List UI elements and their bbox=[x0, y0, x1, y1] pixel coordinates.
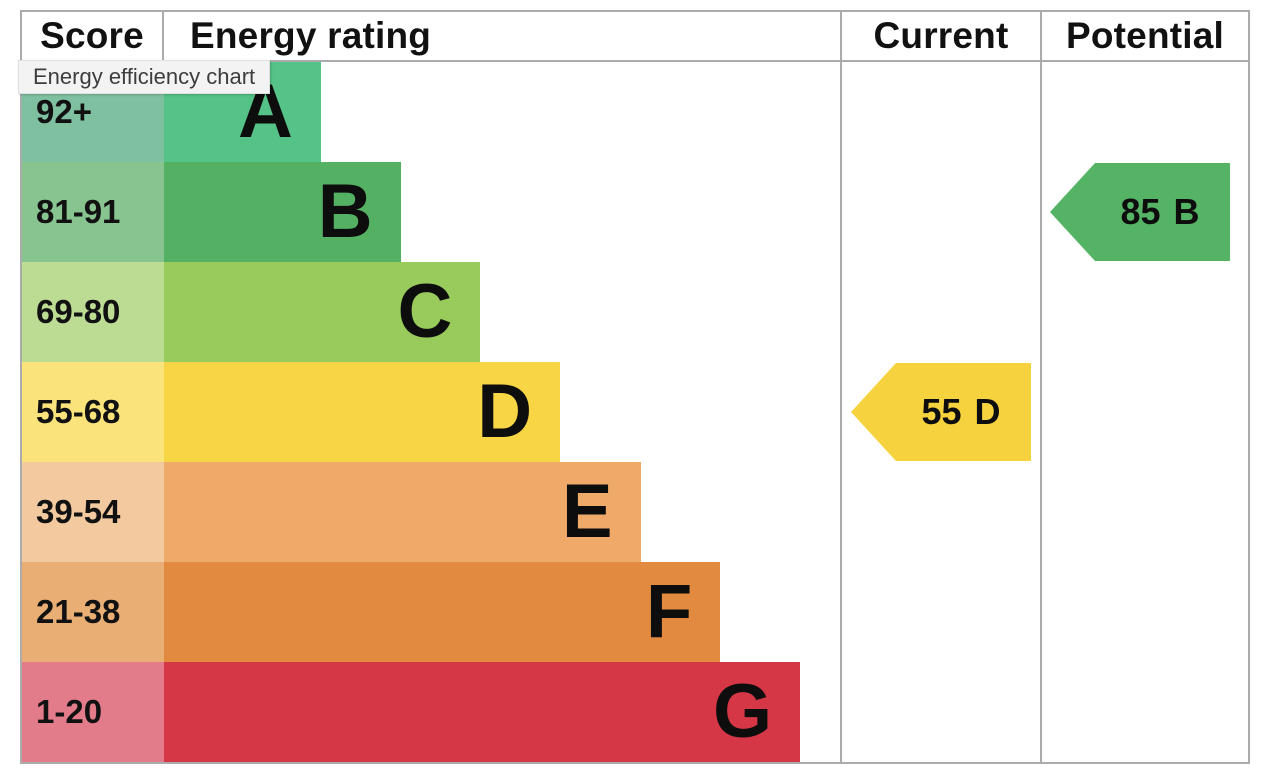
rating-bar-f: F bbox=[164, 562, 721, 662]
rating-letter: G bbox=[712, 669, 773, 754]
band-row-f: 21-38 F bbox=[22, 562, 840, 662]
score-cell: 21-38 bbox=[22, 562, 164, 662]
score-cell: 1-20 bbox=[22, 662, 164, 762]
score-cell: 39-54 bbox=[22, 462, 164, 562]
header-energy-rating: Energy rating bbox=[164, 12, 842, 62]
rating-letter: C bbox=[397, 269, 453, 354]
rating-bar-d: D bbox=[164, 362, 561, 462]
score-cell: 69-80 bbox=[22, 262, 164, 362]
rating-bar-b: B bbox=[164, 162, 401, 262]
score-cell: 81-91 bbox=[22, 162, 164, 262]
band-row-g: 1-20 G bbox=[22, 662, 840, 762]
current-score-value: 55 bbox=[921, 391, 962, 432]
score-cell: 55-68 bbox=[22, 362, 164, 462]
rating-bar-c: C bbox=[164, 262, 481, 362]
rating-letter: D bbox=[477, 369, 533, 454]
rating-bar-g: G bbox=[164, 662, 801, 762]
header-score: Score bbox=[22, 12, 164, 62]
rating-letter: E bbox=[561, 469, 613, 554]
potential-grade: B bbox=[1173, 191, 1200, 232]
rating-bar-e: E bbox=[164, 462, 641, 562]
potential-rating-arrow: 85 B bbox=[1050, 163, 1230, 261]
potential-column: 85 B bbox=[1042, 62, 1248, 762]
tooltip: Energy efficiency chart bbox=[18, 60, 271, 94]
band-row-e: 39-54 E bbox=[22, 462, 840, 562]
current-grade: D bbox=[974, 391, 1001, 432]
band-row-d: 55-68 D bbox=[22, 362, 840, 462]
header-potential: Potential bbox=[1042, 12, 1248, 62]
current-rating-arrow: 55 D bbox=[851, 363, 1031, 461]
rating-letter: F bbox=[645, 569, 693, 654]
epc-table: Score Energy rating Current Potential 92… bbox=[20, 10, 1250, 764]
potential-score-value: 85 bbox=[1120, 191, 1161, 232]
rating-bands: 92+ A 81-91 B 69-80 bbox=[22, 62, 842, 762]
header-current: Current bbox=[842, 12, 1042, 62]
band-row-c: 69-80 C bbox=[22, 262, 840, 362]
current-column: 55 D bbox=[842, 62, 1042, 762]
band-row-b: 81-91 B bbox=[22, 162, 840, 262]
rating-letter: B bbox=[317, 169, 373, 254]
